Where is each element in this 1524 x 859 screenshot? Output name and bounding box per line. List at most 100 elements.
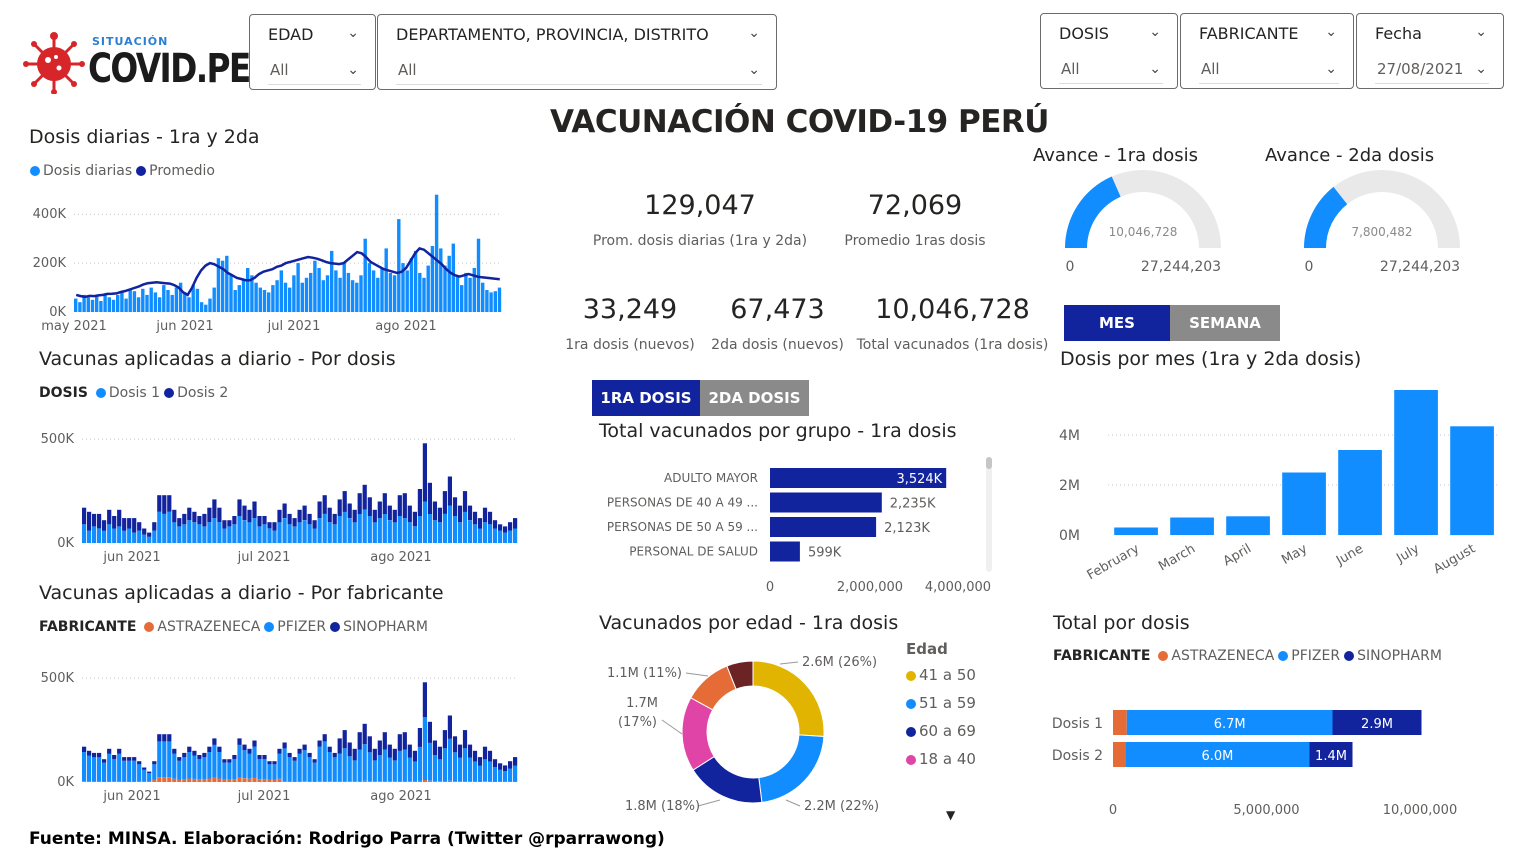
bar (482, 759, 488, 782)
bar (402, 518, 407, 543)
data-label: 2,235K (890, 497, 936, 512)
x-tick-label: jul 2021 (237, 789, 291, 804)
bar (357, 749, 362, 781)
bar (430, 246, 435, 312)
legend-item: 18 a 40 (906, 750, 996, 768)
chevron-up-icon[interactable]: ⌄ (1475, 24, 1487, 40)
chevron-down-icon[interactable]: ⌄ (1149, 61, 1161, 77)
slicer-fecha[interactable]: Fecha ⌄ 27/08/2021 ⌄ (1356, 13, 1504, 89)
bar (503, 771, 508, 782)
bar (462, 748, 468, 781)
slicer-title: DEPARTAMENTO, PROVINCIA, DISTRITO (396, 25, 709, 44)
bar-astrazeneca (1113, 742, 1126, 767)
y-tick-label: 200K (33, 256, 67, 271)
bar (112, 759, 117, 782)
x-tick-label: 10,000,000 (1383, 803, 1457, 818)
bar (334, 270, 338, 312)
chevron-up-icon[interactable]: ⌄ (748, 25, 760, 41)
bar (149, 287, 153, 312)
bar (322, 741, 327, 781)
bar (237, 285, 241, 312)
bar (102, 530, 107, 543)
bar (442, 513, 447, 543)
bar (172, 522, 177, 543)
slicer-ubicacion[interactable]: DEPARTAMENTO, PROVINCIA, DISTRITO ⌄ All ⌄ (377, 14, 777, 90)
chevron-down-icon[interactable]: ⌄ (347, 62, 359, 78)
bar (177, 757, 182, 761)
bar (770, 492, 882, 513)
bar (172, 748, 177, 754)
mes-button[interactable]: MES (1064, 305, 1170, 341)
bar (498, 524, 503, 531)
bar (377, 781, 382, 782)
bar (452, 516, 458, 543)
chevron-down-icon[interactable]: ⌄ (1325, 61, 1337, 77)
bar (397, 516, 402, 543)
chevron-down-icon[interactable]: ⌄ (748, 62, 760, 78)
bar (162, 741, 167, 778)
bar (332, 781, 337, 782)
bar (102, 781, 107, 782)
bar (208, 298, 212, 312)
slicer-value[interactable]: All ⌄ (1059, 54, 1163, 84)
segunda-dosis-button[interactable]: 2DA DOSIS (700, 380, 809, 416)
bar (346, 272, 351, 312)
chevron-down-icon[interactable]: ⌄ (1475, 61, 1487, 77)
x-tick-label: ago 2021 (370, 550, 431, 565)
bar (297, 753, 302, 782)
bar (252, 501, 257, 519)
chevron-up-icon[interactable]: ⌄ (1149, 24, 1161, 40)
bar (443, 265, 447, 312)
primera-dosis-button[interactable]: 1RA DOSIS (592, 380, 700, 416)
chevron-up-icon[interactable]: ⌄ (1325, 24, 1337, 40)
slicer-value[interactable]: 27/08/2021 ⌄ (1375, 54, 1489, 84)
bar (462, 781, 468, 782)
title-mes: Dosis por mes (1ra y 2da dosis) (1060, 348, 1362, 370)
semana-button[interactable]: SEMANA (1170, 305, 1280, 341)
slicer-title: DOSIS (1059, 24, 1109, 43)
bar (432, 755, 437, 782)
bar (227, 759, 232, 763)
bar (117, 781, 122, 782)
legend-scroll-down-icon[interactable]: ▼ (946, 808, 956, 822)
bar (472, 524, 478, 543)
bar (212, 518, 217, 543)
bar (182, 524, 187, 543)
slicer-edad[interactable]: EDAD ⌄ All ⌄ (249, 14, 376, 90)
chart-diarias: 0K 200K 400K may 2021 jun 2021 jul 2021 ago 20… (33, 194, 502, 334)
bar (202, 526, 207, 543)
slicer-fabricante[interactable]: FABRICANTE ⌄ All ⌄ (1180, 13, 1354, 89)
bar (82, 294, 86, 312)
bar (137, 761, 142, 765)
bar (392, 522, 397, 543)
bar (187, 297, 191, 312)
bar (417, 746, 422, 781)
gauge-value: 10,046,728 (1109, 225, 1178, 239)
slicer-dosis[interactable]: DOSIS ⌄ All ⌄ (1040, 13, 1178, 89)
bar (229, 275, 233, 312)
legend-dot (144, 622, 155, 632)
bar (232, 759, 237, 780)
chevron-up-icon[interactable]: ⌄ (347, 25, 359, 41)
x-tick-label: June (1333, 541, 1366, 569)
bar (337, 516, 342, 543)
bar (462, 511, 468, 543)
slicer-value[interactable]: All ⌄ (1199, 54, 1339, 84)
slicer-title: Fecha (1375, 24, 1422, 43)
bar (426, 265, 430, 312)
bar (99, 301, 103, 312)
bar (82, 746, 87, 752)
bar (497, 287, 502, 312)
bar (86, 297, 90, 312)
bar (167, 495, 172, 512)
slicer-value[interactable]: All ⌄ (396, 55, 762, 85)
bar (137, 530, 142, 543)
bar (477, 528, 483, 543)
bar (407, 505, 412, 523)
bar (272, 764, 277, 780)
bar (167, 734, 172, 742)
slicer-value[interactable]: All ⌄ (268, 55, 361, 85)
bar (452, 781, 458, 782)
leader-line (697, 799, 721, 807)
bar (257, 759, 262, 780)
